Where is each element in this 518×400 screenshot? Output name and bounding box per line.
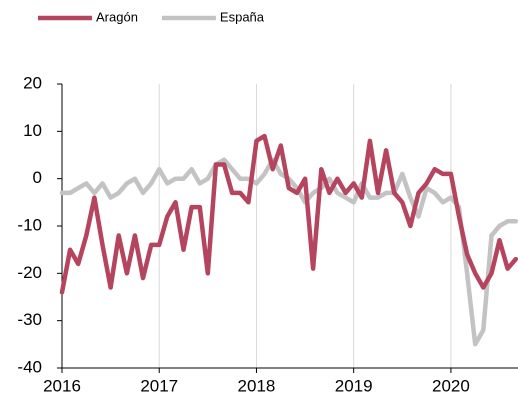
y-tick-label: 0 [33, 168, 42, 187]
y-tick-label: -40 [17, 357, 42, 376]
y-tick-label: 20 [23, 73, 42, 92]
legend-label: España [220, 9, 265, 24]
line-series [59, 133, 518, 295]
y-tick-label: -20 [17, 263, 42, 282]
x-tick-label: 2020 [432, 376, 470, 395]
x-tick-label: 2017 [140, 376, 178, 395]
x-tick-label: 2018 [238, 376, 276, 395]
legend-label: Aragón [96, 9, 138, 24]
y-tick-label: -10 [17, 215, 42, 234]
x-tick-label: 2016 [43, 376, 81, 395]
y-tick-label: -30 [17, 310, 42, 329]
x-tick-label: 2019 [335, 376, 373, 395]
y-tick-label: 10 [23, 121, 42, 140]
